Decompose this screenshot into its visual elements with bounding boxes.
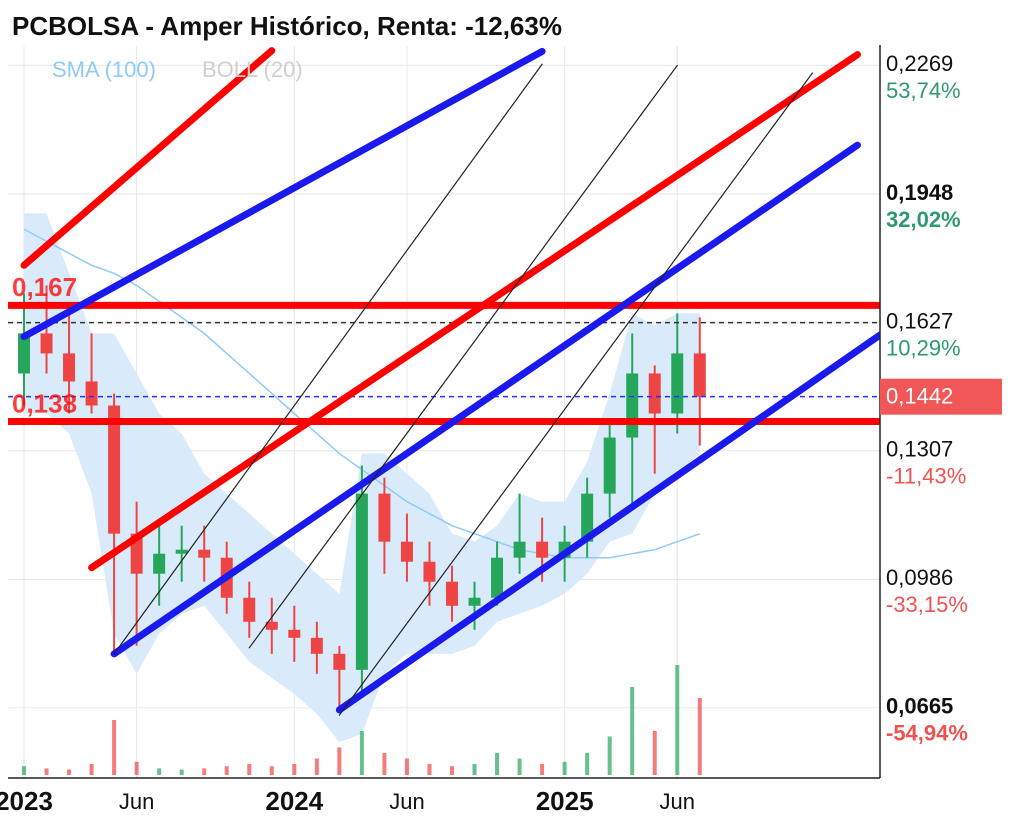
candle-body xyxy=(491,557,504,598)
legend-sma: SMA (100) xyxy=(52,57,156,82)
candle-body xyxy=(18,333,30,374)
candle-body xyxy=(175,549,188,554)
volume-bar xyxy=(495,753,500,775)
candle-body xyxy=(648,373,661,414)
chart-title: PCBOLSA - Amper Histórico, Renta: -12,63… xyxy=(12,11,562,41)
volume-bar xyxy=(540,764,545,775)
volume-bar xyxy=(517,758,522,775)
legend-boll: BOLL (20) xyxy=(202,57,303,82)
x-tick-label: Jun xyxy=(389,789,424,814)
candle-body xyxy=(378,493,391,542)
candle-body xyxy=(536,541,549,558)
y-tick-change: 32,02% xyxy=(886,207,961,232)
volume-bar xyxy=(67,769,72,775)
volume-bar xyxy=(675,665,680,775)
candle-body xyxy=(265,621,278,630)
volume-bar xyxy=(157,768,162,775)
candle-body xyxy=(355,493,368,670)
volume-bar xyxy=(562,761,567,775)
candle-body xyxy=(243,597,256,622)
candle-body xyxy=(671,353,684,414)
volume-bar xyxy=(337,747,342,775)
candle-body xyxy=(513,541,526,558)
last-price-label: 0,1442 xyxy=(886,383,953,408)
plot-area xyxy=(8,45,880,778)
y-tick-change: 53,74% xyxy=(886,78,961,103)
candle-body xyxy=(153,553,166,574)
volume-bar xyxy=(630,687,635,775)
trendline xyxy=(248,64,678,649)
y-tick-label: 0,1307 xyxy=(886,437,953,462)
y-tick-label: 0,1948 xyxy=(886,180,953,205)
trendline xyxy=(113,63,543,655)
candle-body xyxy=(85,381,98,406)
y-tick-change: -11,43% xyxy=(886,464,966,489)
candle-body xyxy=(468,597,481,606)
volume-bar xyxy=(697,698,702,775)
volume-bar xyxy=(112,720,117,775)
volume-bar xyxy=(89,764,94,775)
y-tick-change: -54,94% xyxy=(886,721,968,746)
volume-bar xyxy=(472,764,477,775)
y-tick-label: 0,0986 xyxy=(886,565,953,590)
y-tick-label: 0,2269 xyxy=(886,51,953,76)
volume-bar xyxy=(427,764,432,775)
x-tick-label: Jun xyxy=(119,789,154,814)
y-tick-label: 0,1627 xyxy=(886,308,953,333)
y-tick-change: -33,15% xyxy=(886,592,968,617)
volume-bar xyxy=(22,766,26,775)
last-price-box xyxy=(880,378,1002,415)
volume-bar xyxy=(202,768,207,775)
x-tick-label: 2025 xyxy=(536,786,594,816)
volume-bar xyxy=(585,753,590,775)
volume-bar xyxy=(224,766,229,775)
x-tick-label: Jun xyxy=(660,789,695,814)
volume-bar xyxy=(247,764,252,775)
level-label: 0,167 xyxy=(12,272,77,302)
x-tick-label: 2023 xyxy=(0,786,53,816)
candle-body xyxy=(288,629,301,638)
level-label: 0,138 xyxy=(12,388,77,418)
title-bg xyxy=(6,8,878,46)
volume-bar xyxy=(292,764,297,775)
candle-body xyxy=(423,561,436,582)
trendline xyxy=(335,331,880,714)
volume-bar xyxy=(314,758,319,775)
trendline xyxy=(88,51,861,572)
volume-bar xyxy=(652,731,657,775)
candle-body xyxy=(693,353,706,397)
candle-body xyxy=(198,549,211,558)
trendline xyxy=(338,72,814,716)
candle-body xyxy=(626,373,639,438)
candle-body xyxy=(581,493,594,542)
trendline xyxy=(110,141,861,658)
x-tick-label: 2024 xyxy=(265,786,323,816)
volume-bar xyxy=(359,731,364,775)
y-tick-label: 0,0665 xyxy=(886,694,953,719)
candle-body xyxy=(603,437,616,494)
candle-body xyxy=(333,653,346,670)
volume-bar xyxy=(607,736,612,775)
candle-body xyxy=(63,353,76,382)
candle-body xyxy=(40,333,53,354)
trendline xyxy=(20,47,546,341)
y-tick-change: 10,29% xyxy=(886,335,961,360)
trendline xyxy=(20,47,276,269)
volume-bar xyxy=(450,766,454,775)
volume-bar xyxy=(269,766,274,775)
volume-bar xyxy=(404,758,409,775)
volume-bar xyxy=(179,769,184,775)
candle-body xyxy=(310,637,323,654)
candle-body xyxy=(446,581,458,606)
volume-bar xyxy=(382,753,387,775)
volume-bar xyxy=(44,768,49,775)
candle-body xyxy=(400,541,413,562)
candle-body xyxy=(108,405,121,534)
volume-bar xyxy=(134,761,139,775)
